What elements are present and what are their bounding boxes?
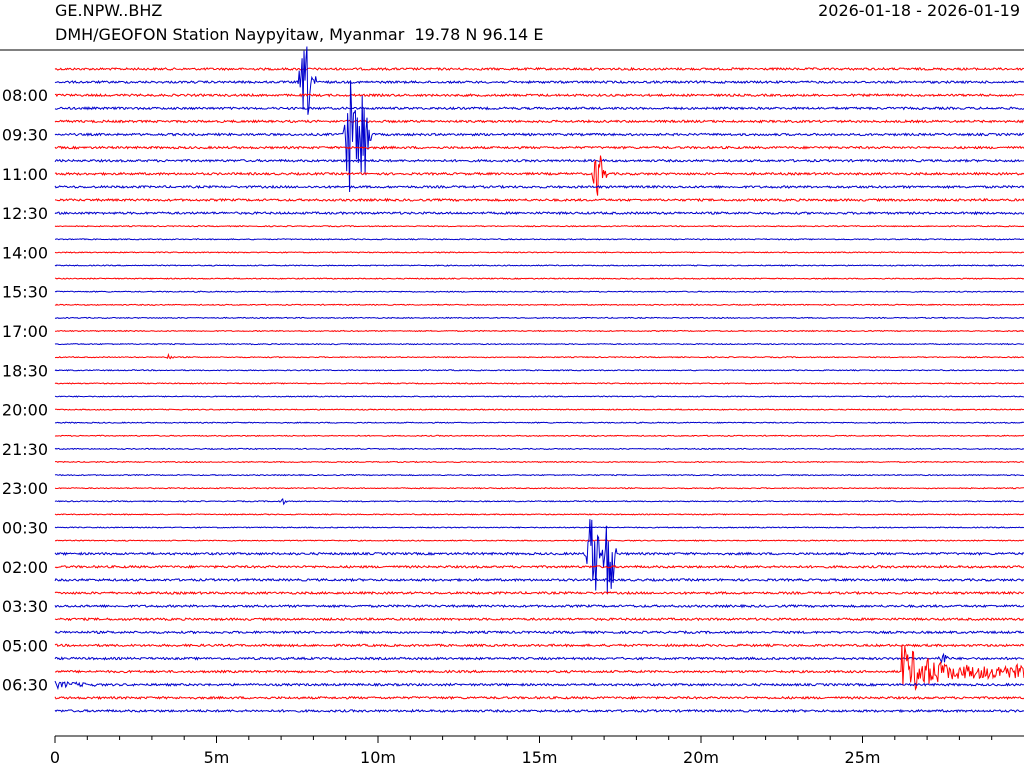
seismic-trace <box>54 434 1024 437</box>
seismic-trace <box>54 680 1024 691</box>
time-label: 06:30 <box>2 676 48 695</box>
x-tick-label: 5m <box>204 748 230 767</box>
seismic-trace <box>54 519 1024 593</box>
time-labels-group: 08:00 09:30 11:00 12:30 14:00 15:30 17:00 18:30… <box>2 86 48 695</box>
seismic-trace <box>54 225 1024 228</box>
date-range: 2026-01-18 - 2026-01-19 <box>818 1 1020 20</box>
time-label: 17:00 <box>2 322 48 341</box>
time-label: 23:00 <box>2 479 48 498</box>
seismic-trace <box>54 251 1024 254</box>
seismic-trace <box>54 352 1024 360</box>
seismic-trace <box>54 119 1024 124</box>
seismic-trace <box>54 652 1024 664</box>
seismic-trace <box>54 603 1024 609</box>
seismic-trace <box>54 66 1024 72</box>
seismic-trace <box>54 155 1024 196</box>
seismic-trace <box>54 210 1024 216</box>
seismic-trace <box>54 473 1024 477</box>
seismic-trace <box>54 342 1024 346</box>
time-label: 14:00 <box>2 243 48 262</box>
seismic-trace <box>54 708 1024 714</box>
time-label: 11:00 <box>2 165 48 184</box>
seismic-trace <box>54 644 1024 691</box>
x-axis: 0 5m 10m 15m 20m 25m <box>50 735 1024 767</box>
seismic-trace <box>54 487 1024 490</box>
seismic-trace <box>54 290 1024 293</box>
time-label: 12:30 <box>2 204 48 223</box>
station-description: DMH/GEOFON Station Naypyitaw, Myanmar 19… <box>55 25 544 44</box>
seismic-trace <box>54 513 1024 516</box>
seismic-trace <box>54 695 1024 700</box>
time-label: 21:30 <box>2 440 48 459</box>
seismic-trace <box>54 382 1024 385</box>
seismic-trace <box>54 80 1024 193</box>
seismic-trace <box>54 577 1024 583</box>
time-label: 09:30 <box>2 126 48 145</box>
seismic-trace <box>55 238 1024 241</box>
seismic-trace <box>54 526 1024 529</box>
seismic-trace <box>54 643 1024 648</box>
seismic-trace <box>54 369 1024 372</box>
seismic-trace <box>55 329 1024 333</box>
seismic-trace <box>54 498 1024 506</box>
seismic-trace <box>54 264 1024 267</box>
seismic-trace <box>54 630 1024 635</box>
seismic-trace <box>54 408 1024 411</box>
seismic-trace <box>54 46 1024 115</box>
seismic-trace <box>54 277 1024 280</box>
seismic-trace <box>54 106 1024 111</box>
time-label: 03:30 <box>2 597 48 616</box>
seismic-trace <box>55 460 1024 464</box>
seismic-trace <box>54 421 1024 424</box>
seismic-trace <box>54 303 1024 306</box>
x-tick-label: 10m <box>360 748 396 767</box>
seismic-trace <box>54 158 1024 163</box>
seismic-trace <box>54 395 1024 398</box>
seismic-trace <box>54 447 1024 451</box>
seismic-trace <box>54 184 1024 190</box>
x-tick-label: 20m <box>683 748 719 767</box>
time-label: 05:00 <box>2 636 48 655</box>
time-label: 18:30 <box>2 361 48 380</box>
time-label: 02:00 <box>2 558 48 577</box>
x-tick-label: 25m <box>845 748 881 767</box>
time-label: 20:00 <box>2 401 48 420</box>
seismic-trace <box>54 145 1024 150</box>
station-code: GE.NPW..BHZ <box>55 1 163 20</box>
seismic-trace <box>54 316 1024 320</box>
traces-group <box>54 46 1024 714</box>
x-tick-label: 15m <box>522 748 558 767</box>
time-label: 15:30 <box>2 283 48 302</box>
seismic-trace <box>54 92 1024 98</box>
seismic-trace <box>54 617 1024 622</box>
time-label: 00:30 <box>2 519 48 538</box>
seismic-trace <box>54 539 1024 542</box>
seismic-trace <box>54 197 1024 203</box>
seismic-trace <box>54 590 1024 596</box>
x-tick-label: 0 <box>50 748 60 767</box>
time-label: 08:00 <box>2 86 48 105</box>
seismic-trace <box>54 564 1024 569</box>
